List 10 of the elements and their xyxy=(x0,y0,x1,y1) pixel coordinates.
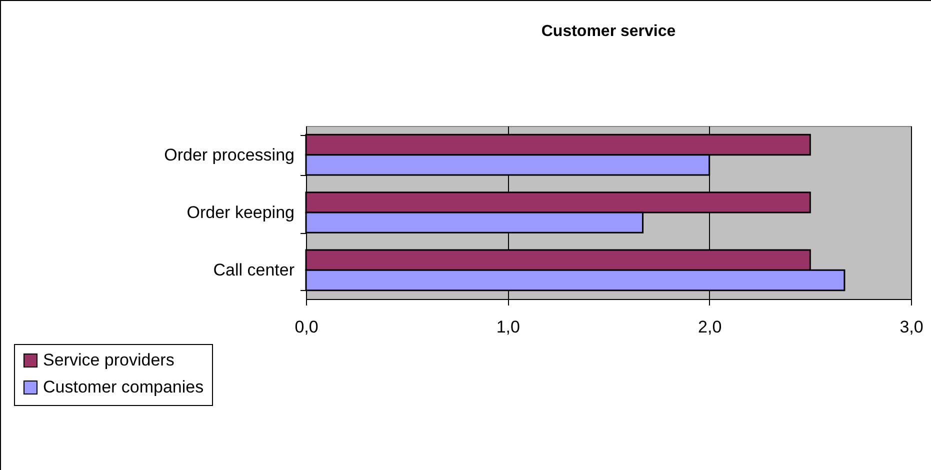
chart-title: Customer service xyxy=(541,23,676,40)
x-tick-label: 2,0 xyxy=(698,318,722,336)
legend-label: Customer companies xyxy=(43,378,204,396)
x-tick-label: 1,0 xyxy=(496,318,520,336)
x-tick-label: 0,0 xyxy=(294,318,318,336)
y-tick-label: Order processing xyxy=(164,145,294,164)
x-tick-label: 3,0 xyxy=(900,318,924,336)
y-tick-label: Call center xyxy=(213,260,295,280)
y-tick-label: Order keeping xyxy=(186,203,294,222)
legend-label: Service providers xyxy=(43,350,174,370)
